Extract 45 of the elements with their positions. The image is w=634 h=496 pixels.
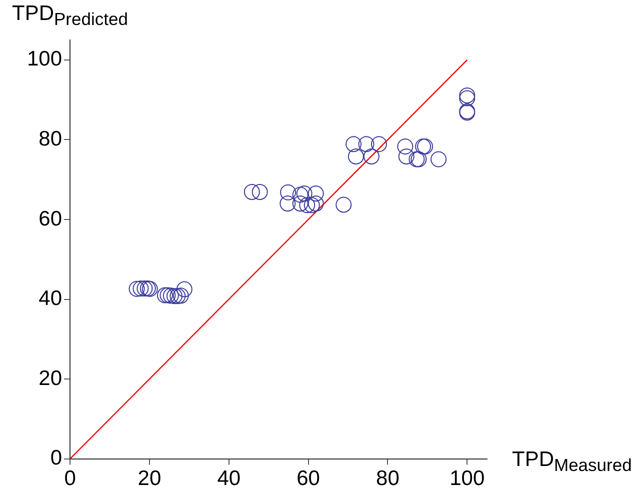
x-tick-label: 100 (450, 467, 485, 490)
y-tick-label: 0 (50, 446, 62, 470)
point (136, 280, 153, 296)
y-tick-label: 100 (26, 48, 62, 71)
point (346, 136, 362, 152)
point (308, 196, 324, 212)
point (244, 184, 260, 200)
point (363, 148, 380, 164)
point (308, 186, 324, 202)
point (252, 184, 268, 200)
y-tick-label: 60 (38, 207, 62, 230)
point (336, 196, 352, 213)
y-tick-label: 40 (38, 287, 62, 310)
point (299, 197, 316, 214)
point (397, 138, 414, 154)
point (280, 184, 296, 200)
point (348, 148, 364, 164)
point (132, 280, 149, 296)
point (358, 136, 374, 152)
y-tick-label: 20 (38, 366, 62, 390)
x-tick-label: 40 (217, 467, 241, 490)
point (172, 288, 189, 304)
point (160, 287, 176, 304)
x-tick-label: 20 (138, 467, 162, 490)
point (166, 288, 182, 304)
point (156, 287, 173, 304)
point (280, 196, 296, 212)
y-axis-title: TPD$_{Predicted}$ (12, 2, 128, 30)
point (370, 136, 387, 152)
point (292, 196, 308, 212)
point (459, 90, 476, 106)
x-tick-label: 80 (376, 467, 400, 490)
point (398, 148, 414, 164)
point (459, 87, 476, 104)
point (292, 186, 308, 203)
x-tick-label: 60 (296, 467, 320, 490)
point (304, 197, 320, 214)
point (430, 151, 447, 168)
point (176, 281, 192, 298)
y-tick-label: 80 (38, 128, 62, 151)
point (162, 288, 179, 304)
point (128, 280, 145, 297)
point (170, 288, 186, 304)
point (296, 186, 312, 202)
x-axis-title: TPD$_{Measured}$ (512, 448, 632, 476)
